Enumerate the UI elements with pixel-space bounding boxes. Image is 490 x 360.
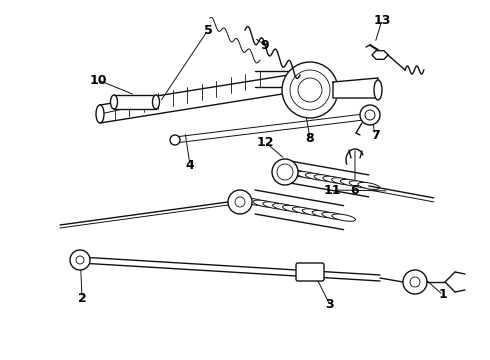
Text: 1: 1 — [439, 288, 447, 302]
Text: 8: 8 — [306, 131, 314, 144]
Circle shape — [170, 135, 180, 145]
Ellipse shape — [323, 176, 344, 183]
Ellipse shape — [253, 200, 277, 207]
Ellipse shape — [314, 175, 336, 182]
Ellipse shape — [243, 198, 267, 206]
Ellipse shape — [296, 172, 318, 179]
Ellipse shape — [288, 170, 310, 177]
Circle shape — [360, 105, 380, 125]
Ellipse shape — [283, 205, 306, 212]
Circle shape — [228, 190, 252, 214]
Ellipse shape — [374, 80, 382, 100]
Text: 10: 10 — [89, 73, 107, 86]
Ellipse shape — [263, 202, 287, 209]
Ellipse shape — [273, 204, 296, 211]
Circle shape — [70, 250, 90, 270]
Ellipse shape — [293, 207, 316, 214]
Text: 4: 4 — [186, 158, 195, 171]
Ellipse shape — [96, 105, 104, 123]
Ellipse shape — [312, 211, 336, 218]
Polygon shape — [114, 95, 156, 109]
Text: 13: 13 — [373, 14, 391, 27]
Text: 9: 9 — [261, 39, 270, 51]
Text: 5: 5 — [204, 23, 212, 36]
Text: 7: 7 — [370, 129, 379, 141]
Ellipse shape — [305, 173, 327, 180]
Polygon shape — [333, 78, 378, 98]
Circle shape — [403, 270, 427, 294]
Ellipse shape — [302, 209, 326, 216]
Ellipse shape — [111, 95, 118, 109]
Circle shape — [282, 62, 338, 118]
Ellipse shape — [341, 179, 362, 186]
Text: 6: 6 — [351, 184, 359, 197]
Ellipse shape — [358, 183, 380, 189]
Text: 11: 11 — [323, 184, 341, 197]
Text: 3: 3 — [326, 298, 334, 311]
Polygon shape — [100, 70, 320, 123]
Ellipse shape — [279, 168, 301, 176]
Polygon shape — [255, 71, 320, 87]
Text: 2: 2 — [77, 292, 86, 305]
Polygon shape — [372, 51, 388, 59]
Text: 12: 12 — [256, 135, 274, 149]
FancyBboxPatch shape — [296, 263, 324, 281]
Circle shape — [272, 159, 298, 185]
Ellipse shape — [349, 181, 371, 188]
Ellipse shape — [322, 212, 345, 220]
Ellipse shape — [332, 214, 355, 221]
Ellipse shape — [332, 178, 353, 185]
Ellipse shape — [152, 95, 160, 109]
